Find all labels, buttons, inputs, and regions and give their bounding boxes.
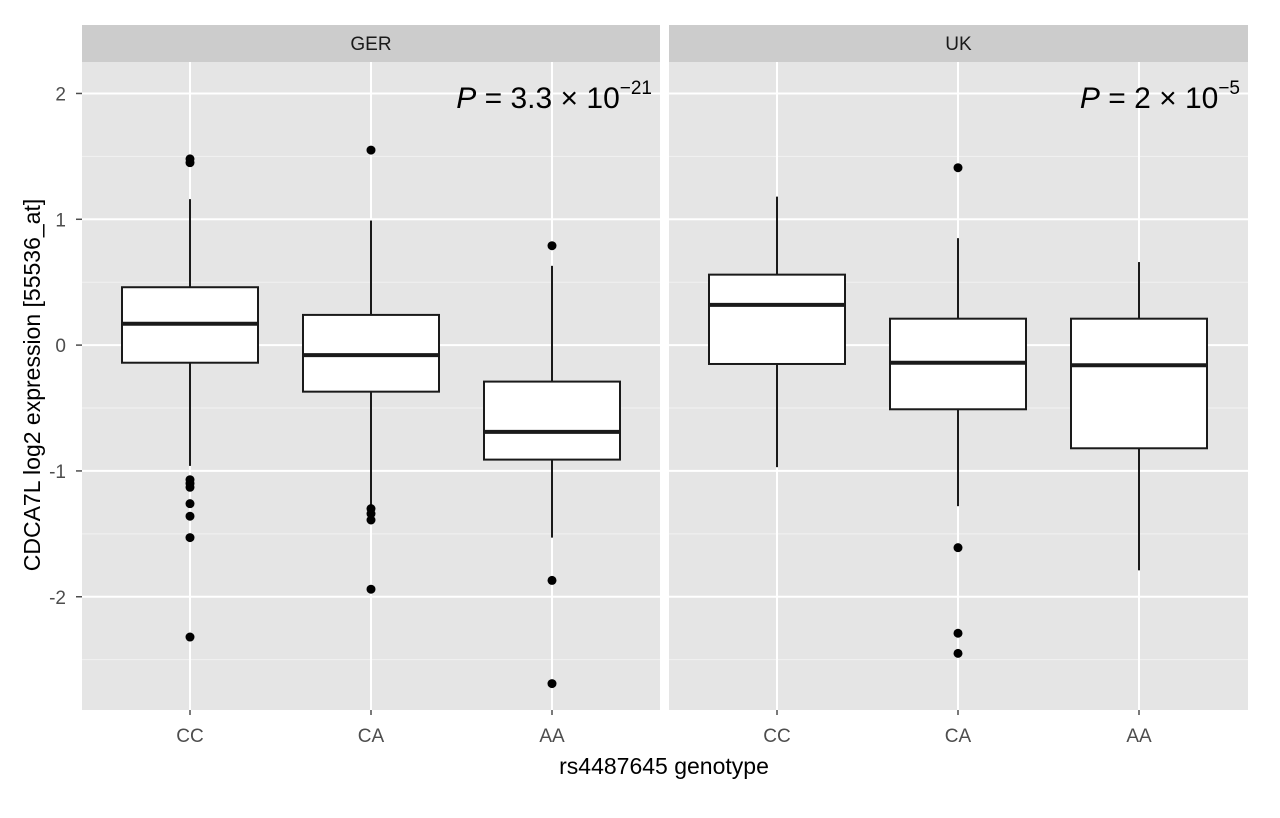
facet-strip-label: GER <box>350 34 391 55</box>
outlier-point <box>185 499 195 509</box>
outlier-point <box>953 628 963 638</box>
x-tick-label: CC <box>763 726 790 747</box>
outlier-point <box>953 648 963 658</box>
outlier-point <box>953 543 963 553</box>
box-ca <box>889 163 1027 658</box>
x-tick-label: AA <box>1126 726 1152 747</box>
p-value-annotation: P = 2 × 10−5 <box>1080 78 1240 115</box>
outlier-point <box>547 241 557 251</box>
facet-panel-uk: UK CC CA AA P = 2 × 10−5 <box>669 25 1248 747</box>
box-aa <box>1070 262 1208 571</box>
outlier-point <box>547 679 557 689</box>
x-tick-label: CA <box>945 726 972 747</box>
y-tick-label: 2 <box>55 84 66 105</box>
y-tick-label: -1 <box>49 462 66 483</box>
box-iqr <box>483 380 621 461</box>
outlier-point <box>953 163 963 173</box>
outlier-point <box>185 158 195 168</box>
y-axis-title: CDCA7L log2 expression [55536_at] <box>19 199 45 572</box>
outlier-point <box>547 575 557 585</box>
box-iqr <box>1070 317 1208 450</box>
outlier-point <box>366 509 376 519</box>
outlier-point <box>366 584 376 594</box>
y-tick-label: 0 <box>55 336 66 357</box>
y-tick-label: -2 <box>49 588 66 609</box>
box-cc <box>708 196 846 468</box>
y-tick-label: 1 <box>55 210 66 231</box>
outlier-point <box>185 511 195 521</box>
outlier-point <box>185 482 195 492</box>
facet-strip-label: UK <box>945 34 972 55</box>
box-aa <box>483 241 621 689</box>
outlier-point <box>185 632 195 642</box>
outlier-point <box>185 533 195 543</box>
x-tick-label: CC <box>176 726 203 747</box>
facet-panels: GER CC CA AA P = 3.3 × 10−21 UK CC CA AA P = 2 × … <box>82 25 1248 747</box>
outlier-point <box>366 515 376 525</box>
box-iqr <box>708 273 846 365</box>
y-axis: -2 -1 0 1 2 <box>49 84 82 609</box>
p-value-annotation: P = 3.3 × 10−21 <box>456 78 652 115</box>
facet-panel-ger: GER CC CA AA P = 3.3 × 10−21 <box>82 25 660 747</box>
facet-strip <box>82 25 660 62</box>
box-ca <box>302 145 440 594</box>
x-tick-label: CA <box>358 726 385 747</box>
x-tick-label: AA <box>539 726 565 747</box>
facet-strip <box>669 25 1248 62</box>
box-cc <box>121 154 259 642</box>
x-axis-title: rs4487645 genotype <box>559 753 769 779</box>
outlier-point <box>366 145 376 155</box>
